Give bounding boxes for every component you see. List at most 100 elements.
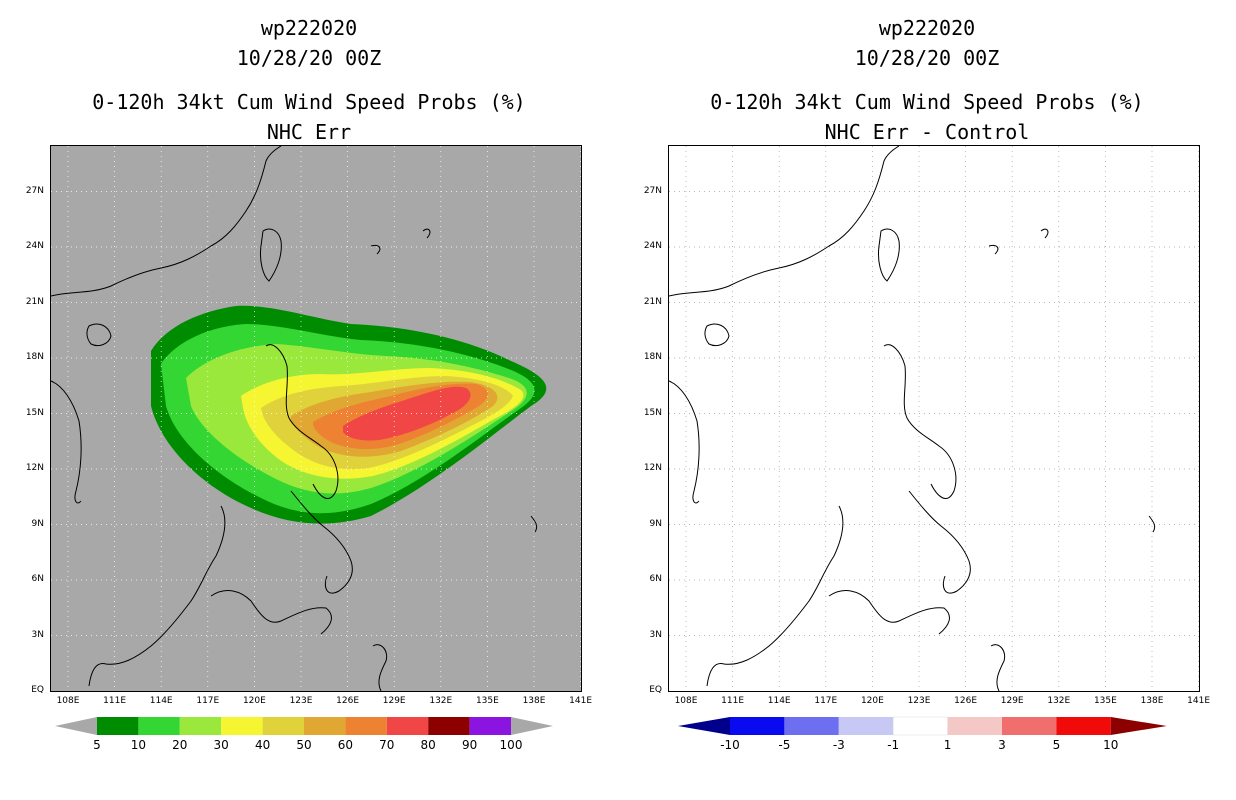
y-tick-label: 24N xyxy=(643,241,662,251)
y-tick-label: 3N xyxy=(31,629,44,640)
colorbar-low-arrow xyxy=(678,717,730,735)
x-tick-label: 111E xyxy=(721,696,745,706)
colorbar-label: 40 xyxy=(254,738,271,752)
colorbar-label: -1 xyxy=(887,738,900,752)
left-map-svg xyxy=(51,146,581,691)
colorbar-label: -3 xyxy=(832,738,845,752)
colorbar-label: 10 xyxy=(130,738,147,752)
colorbar-label: 20 xyxy=(172,738,188,752)
colorbar-high-arrow xyxy=(1110,717,1167,735)
x-tick-label: 138E xyxy=(522,696,546,706)
left-panel: wp222020 10/28/20 00Z 0-120h 34kt Cum Wi… xyxy=(25,16,593,752)
colorbar-label: 70 xyxy=(379,738,395,752)
left-map xyxy=(50,145,582,692)
colorbar-swatch xyxy=(345,717,387,735)
y-tick-label: 18N xyxy=(25,352,44,362)
colorbar-swatch xyxy=(947,717,1002,735)
x-tick-label: 141E xyxy=(569,696,593,706)
right-title-date: 10/28/20 00Z xyxy=(854,46,1000,70)
x-tick-label: 126E xyxy=(336,696,360,706)
y-tick-label: 18N xyxy=(643,352,662,362)
y-tick-label: 21N xyxy=(25,296,44,307)
x-tick-label: 114E xyxy=(149,696,173,706)
x-tick-label: 111E xyxy=(103,696,127,706)
right-grid xyxy=(669,146,1199,691)
colorbar-label: -5 xyxy=(778,738,791,752)
y-tick-label: 3N xyxy=(649,629,662,640)
colorbar-label: 5 xyxy=(1052,738,1061,752)
colorbar-label: 30 xyxy=(213,738,229,752)
x-tick-label: 108E xyxy=(674,696,698,706)
x-tick-label: 132E xyxy=(429,696,453,706)
left-title-subtitle: NHC Err xyxy=(266,120,352,144)
y-tick-label: 9N xyxy=(31,518,44,529)
x-tick-label: 132E xyxy=(1047,696,1071,706)
colorbar-label: 80 xyxy=(420,738,436,752)
left-title-product: 0-120h 34kt Cum Wind Speed Probs (%) xyxy=(92,90,526,114)
colorbar-swatch xyxy=(1056,717,1111,735)
y-tick-label: 27N xyxy=(643,185,662,196)
y-tick-label: 21N xyxy=(643,296,662,307)
colorbar-label: 1 xyxy=(943,738,952,752)
left-coastlines xyxy=(51,146,538,691)
colorbar-label: 90 xyxy=(461,738,478,752)
x-tick-label: 120E xyxy=(860,696,884,706)
x-tick-label: 123E xyxy=(907,696,931,706)
y-tick-label: 24N xyxy=(25,241,44,251)
colorbar-label: 5 xyxy=(93,738,101,752)
x-tick-label: 138E xyxy=(1140,696,1164,706)
colorbar-swatch xyxy=(304,717,346,735)
colorbar-swatch xyxy=(730,717,785,735)
colorbar-swatch xyxy=(428,717,470,735)
right-title-subtitle: NHC Err - Control xyxy=(824,120,1030,144)
right-colorbar xyxy=(678,716,1167,736)
y-tick-label: 9N xyxy=(649,518,662,529)
x-tick-label: 135E xyxy=(475,696,499,706)
left-title-storm-id: wp222020 xyxy=(260,16,358,40)
colorbar-swatch xyxy=(386,717,429,735)
left-grid xyxy=(51,146,581,691)
colorbar-swatch xyxy=(179,717,222,735)
x-tick-label: 129E xyxy=(382,696,406,706)
y-tick-label: 12N xyxy=(25,463,44,473)
x-tick-label: 126E xyxy=(954,696,978,706)
colorbar-swatch xyxy=(892,716,948,736)
colorbar-swatch xyxy=(138,717,180,735)
left-colorbar-high-arrow xyxy=(511,717,553,735)
x-tick-label: 117E xyxy=(814,696,838,706)
colorbar-swatch xyxy=(784,717,839,735)
y-tick-label: EQ xyxy=(649,685,662,695)
left-colorbar xyxy=(55,717,553,735)
colorbar-label: 60 xyxy=(337,738,354,752)
colorbar-label: -10 xyxy=(720,738,740,752)
colorbar-swatch xyxy=(221,717,263,735)
right-map xyxy=(668,145,1200,692)
left-colorbar-boxes xyxy=(97,717,511,735)
colorbar-label: 50 xyxy=(296,738,312,752)
x-tick-label: 123E xyxy=(289,696,313,706)
x-tick-label: 135E xyxy=(1093,696,1117,706)
x-tick-label: 141E xyxy=(1187,696,1211,706)
colorbar-label: 10 xyxy=(1103,738,1119,752)
y-tick-label: EQ xyxy=(31,685,44,695)
colorbar-swatch xyxy=(1002,717,1057,735)
colorbar-swatch xyxy=(97,717,139,735)
colorbar-label: 100 xyxy=(499,738,523,752)
right-coastlines xyxy=(669,146,1156,691)
right-title-storm-id: wp222020 xyxy=(878,16,976,40)
y-tick-label: 6N xyxy=(649,574,662,584)
y-tick-label: 6N xyxy=(31,574,44,584)
right-title-product: 0-120h 34kt Cum Wind Speed Probs (%) xyxy=(710,90,1144,114)
y-tick-label: 27N xyxy=(25,185,44,196)
x-tick-label: 108E xyxy=(56,696,80,706)
x-tick-label: 120E xyxy=(242,696,266,706)
colorbar-swatch xyxy=(469,717,511,735)
right-map-svg xyxy=(669,146,1199,691)
colorbar-swatch xyxy=(262,717,304,735)
colorbar-swatch xyxy=(838,717,894,735)
y-tick-label: 15N xyxy=(25,407,44,418)
x-tick-label: 129E xyxy=(1000,696,1024,706)
right-panel: wp222020 10/28/20 00Z 0-120h 34kt Cum Wi… xyxy=(618,0,1236,800)
right-colorbar-boxes xyxy=(678,716,1167,736)
x-tick-label: 114E xyxy=(767,696,791,706)
